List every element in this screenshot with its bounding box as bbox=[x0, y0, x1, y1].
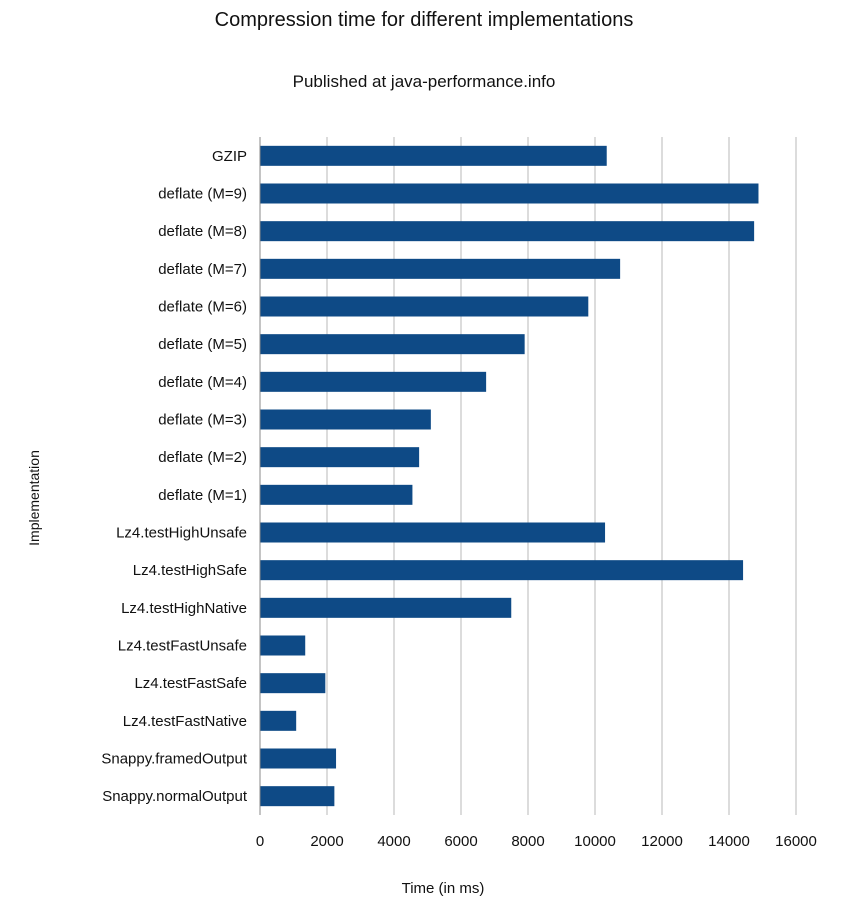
bar bbox=[260, 447, 420, 468]
x-tick-label: 6000 bbox=[444, 833, 477, 850]
category-label: Lz4.testFastUnsafe bbox=[118, 638, 247, 655]
category-label: Lz4.testHighNative bbox=[121, 600, 247, 617]
category-label: Snappy.normalOutput bbox=[102, 788, 248, 805]
category-label: deflate (M=2) bbox=[158, 449, 247, 466]
category-label: Lz4.testHighUnsafe bbox=[116, 525, 247, 542]
category-label: deflate (M=7) bbox=[158, 261, 247, 278]
category-label: deflate (M=8) bbox=[158, 223, 247, 240]
x-tick-label: 14000 bbox=[708, 833, 750, 850]
bar bbox=[260, 560, 744, 581]
x-tick-label: 2000 bbox=[310, 833, 343, 850]
category-label: deflate (M=3) bbox=[158, 412, 247, 429]
bar bbox=[260, 710, 297, 731]
bar bbox=[260, 522, 606, 543]
y-axis-label: Implementation bbox=[26, 450, 42, 546]
bar bbox=[260, 597, 512, 618]
bar bbox=[260, 221, 755, 242]
category-label: Lz4.testFastSafe bbox=[134, 675, 247, 692]
bar bbox=[260, 371, 487, 392]
bar bbox=[260, 183, 759, 204]
category-label: deflate (M=6) bbox=[158, 299, 247, 316]
bar bbox=[260, 296, 589, 317]
bar bbox=[260, 145, 607, 166]
category-label: deflate (M=9) bbox=[158, 186, 247, 203]
x-tick-label: 12000 bbox=[641, 833, 683, 850]
category-labels: GZIP deflate (M=9) deflate (M=8) deflate (M… bbox=[101, 148, 247, 805]
bar bbox=[260, 409, 431, 430]
category-label: deflate (M=4) bbox=[158, 374, 247, 391]
x-tick-label: 10000 bbox=[574, 833, 616, 850]
bar bbox=[260, 786, 335, 807]
category-label: Lz4.testHighSafe bbox=[133, 562, 247, 579]
bar bbox=[260, 334, 525, 355]
chart-subtitle: Published at java-performance.info bbox=[293, 72, 556, 91]
x-tick-label: 4000 bbox=[377, 833, 410, 850]
category-label: Snappy.framedOutput bbox=[101, 751, 247, 768]
category-label: deflate (M=1) bbox=[158, 487, 247, 504]
x-tick-label: 8000 bbox=[511, 833, 544, 850]
bar bbox=[260, 673, 326, 694]
grid-lines bbox=[259, 137, 797, 815]
bar bbox=[260, 748, 337, 769]
category-label: deflate (M=5) bbox=[158, 336, 247, 353]
category-label: GZIP bbox=[212, 148, 247, 165]
x-tick-label: 16000 bbox=[775, 833, 817, 850]
bar bbox=[260, 258, 621, 279]
bar bbox=[260, 484, 413, 505]
x-tick-label: 0 bbox=[256, 833, 264, 850]
bars bbox=[260, 145, 759, 807]
bar bbox=[260, 635, 306, 656]
x-axis-label: Time (in ms) bbox=[402, 880, 485, 897]
category-label: Lz4.testFastNative bbox=[123, 713, 247, 730]
chart-title: Compression time for different implement… bbox=[215, 9, 634, 31]
x-tick-labels: 0 2000 4000 6000 8000 10000 12000 14000 16000 bbox=[256, 833, 817, 850]
